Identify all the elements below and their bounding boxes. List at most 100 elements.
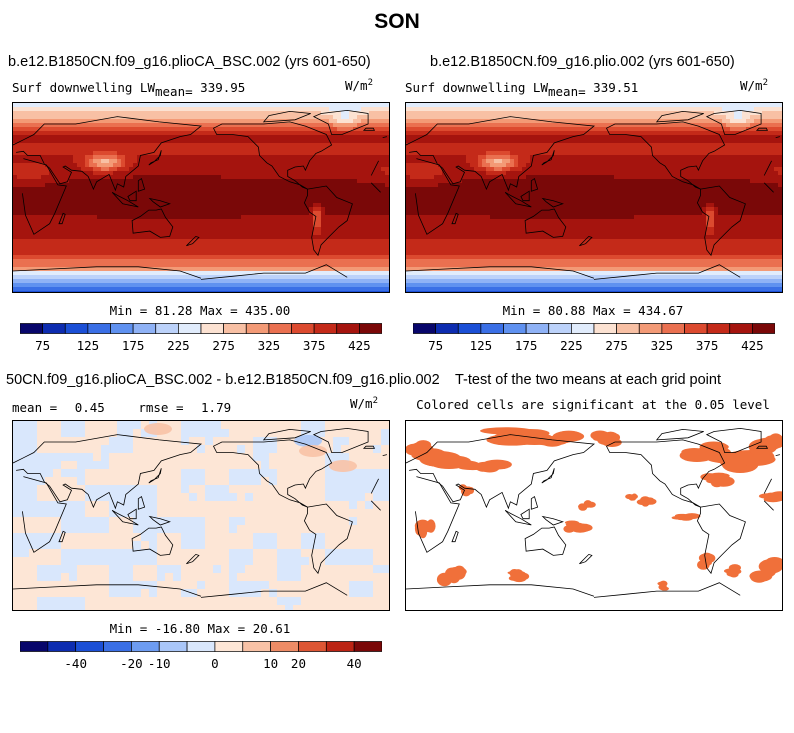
panel1-colorbar: 75 125 175 225 275 325 375 425 [20,323,382,363]
colorbar-swatch [268,323,292,334]
colorbar-swatch [503,323,527,334]
coastline [13,584,202,597]
coastline [148,468,162,484]
panel4-map-svg [406,421,782,610]
panel1-min-value: 81.28 [154,303,193,318]
coastline [370,182,381,193]
colorbar-swatch [752,323,775,334]
colorbar-swatch [593,323,617,334]
colorbar-tick-label: 175 [514,338,538,353]
panel2-map-svg [406,103,782,292]
panel1-map-svg [13,103,389,292]
coastline [530,177,539,192]
panel1-min-label: Min = [109,303,148,318]
colorbar-swatch [64,323,89,334]
panel1-mean-value: 339.95 [200,80,246,95]
colorbar-tick-label: 275 [605,338,628,353]
colorbar-swatch [47,641,77,652]
panel2-mean-label: mean= [548,84,586,99]
panel2-title: b.e12.B1850CN.f09_g16.plio.002 (yrs 601-… [430,54,735,70]
coastline [303,185,353,257]
coastline [605,121,726,190]
colorbar-swatch [706,323,731,334]
panel3-colorbar: -40 -20 -10 0 10 20 40 [20,641,382,681]
panel3-rmse-label: rmse = [138,400,184,415]
colorbar-swatch [291,323,315,334]
colorbar-tick-label: 40 [346,656,362,671]
panel2-minmax: Min = 80.88 Max = 434.67 [405,303,781,318]
coastline [696,503,746,575]
panel1-var-label: Surf downwelling LWmean= 339.95 [12,80,246,99]
coastline [312,427,369,453]
page-title: SON [374,10,420,33]
coastline [520,508,530,520]
coastline [131,208,174,238]
coastline [148,515,171,526]
panel3-min-value: -16.80 [154,621,200,636]
colorbar-swatch [200,323,224,334]
panel1-map [12,102,390,293]
coastline [541,515,564,526]
coastline [127,190,137,202]
coastline [137,495,146,510]
coastline [200,264,348,280]
colorbar-swatch [298,641,327,652]
coastline [524,208,567,238]
coastline [763,160,772,176]
colorbar-swatch [87,323,111,334]
colorbar-swatch [313,323,338,334]
coastline [605,439,726,508]
panel4-subtitle: Colored cells are significant at the 0.0… [416,397,770,412]
colorbar-swatch [103,641,132,652]
panel3-map [12,420,390,611]
panel3-min-label: Min = [109,621,148,636]
panel2-units-base: W/m [740,78,763,94]
panel1-units: W/m2 [345,78,373,93]
colorbar-tick-label: 225 [167,338,190,353]
colorbar-tick-label: 375 [302,338,326,353]
colorbar-swatch [325,641,355,652]
coastline [370,478,379,494]
colorbar-tick-label: 325 [257,338,281,353]
panel2-units: W/m2 [740,78,768,93]
colorbar-swatch [132,323,157,334]
panel2-min-label: Min = [502,303,541,318]
coastline [13,266,202,279]
coastline [520,190,530,202]
coastline [763,478,772,494]
coastline [382,136,387,138]
colorbar-swatch [42,323,66,334]
coastline [696,185,746,257]
colorbar-tick-label: 75 [35,338,51,353]
coastline [262,428,311,441]
panel3-map-svg [13,421,389,610]
colorbar-swatch [616,323,640,334]
panel1-minmax: Min = 81.28 Max = 435.00 [12,303,388,318]
panel1-max-value: 435.00 [245,303,291,318]
coastline [148,197,171,208]
coastline [127,508,137,520]
colorbar-tick-label: 325 [650,338,674,353]
colorbar-swatch [353,641,382,652]
panel1-units-exp: 2 [367,78,373,88]
colorbar-swatch [571,323,595,334]
coastline [775,136,780,138]
coastline [579,553,593,565]
coastline [406,266,595,279]
coastline [262,110,311,123]
colorbar-swatch [75,641,104,652]
coastline [763,182,774,193]
colorbar-swatch [20,641,49,652]
coastline [541,197,564,208]
coastline [200,582,348,598]
colorbar-swatch [155,323,179,334]
panel3-title: 50CN.f09_g16.plioCA_BSC.002 - b.e12.B185… [6,372,440,388]
colorbar-swatch [661,323,685,334]
colorbar-swatch [638,323,663,334]
panel3-mean-label: mean = [12,400,58,415]
coastline [406,434,596,510]
colorbar-swatch [20,323,43,334]
colorbar-swatch [186,641,216,652]
coastline [451,212,459,225]
coastline [148,150,162,166]
